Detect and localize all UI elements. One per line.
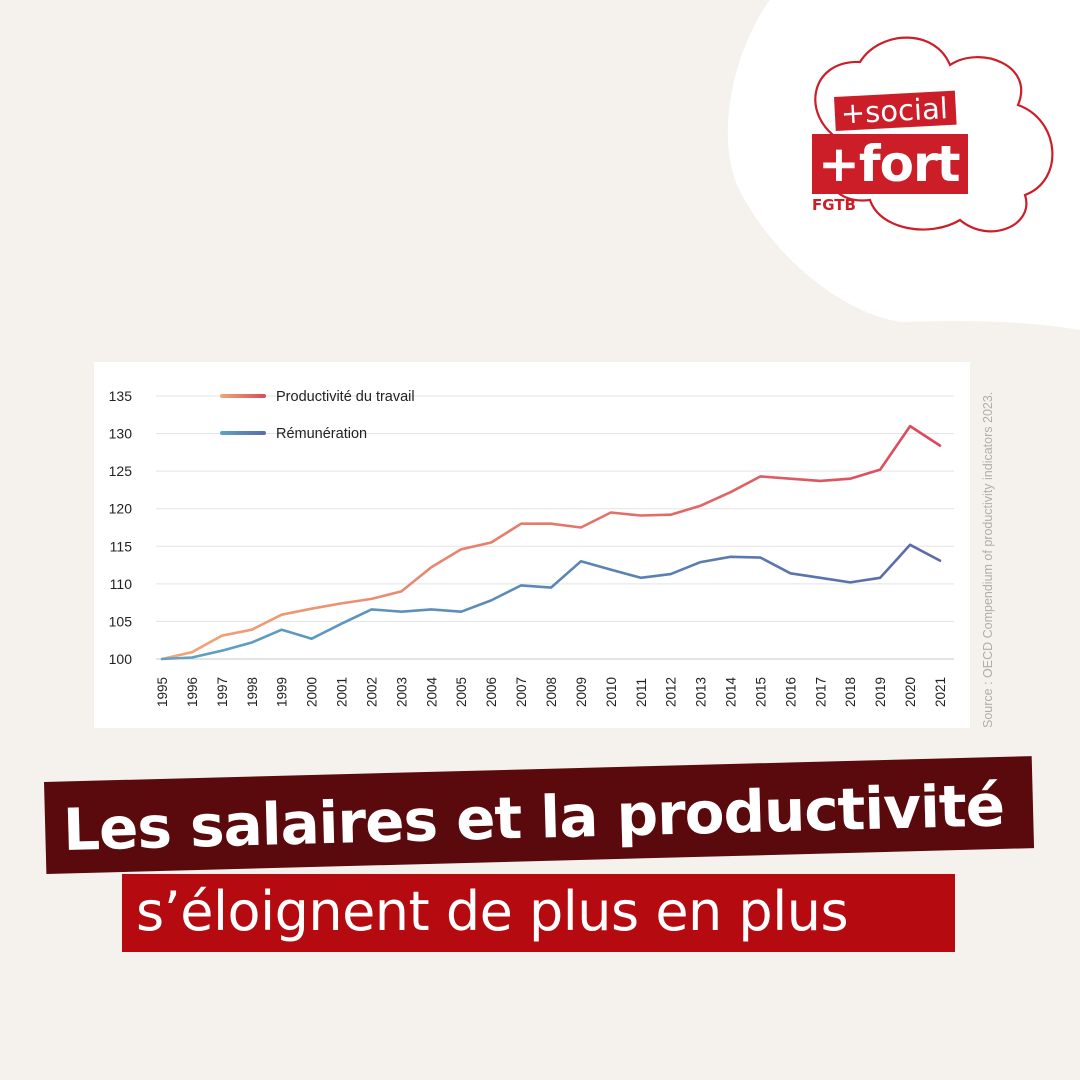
y-tick-label: 130	[109, 426, 133, 442]
x-tick-label: 2003	[394, 677, 409, 707]
legend-swatch	[220, 431, 266, 435]
y-tick-label: 120	[109, 501, 133, 517]
logo-fort-text: +fort	[812, 134, 968, 194]
x-tick-label: 2006	[484, 677, 499, 707]
x-tick-label: 2001	[335, 677, 350, 707]
series-line-remuneration	[160, 543, 942, 661]
y-tick-label: 135	[109, 388, 133, 404]
logo-social-text: +social	[834, 90, 957, 131]
x-tick-label: 1996	[185, 677, 200, 707]
x-tick-label: 2018	[843, 677, 858, 707]
y-tick-label: 115	[110, 538, 133, 554]
x-tick-label: 2010	[604, 677, 619, 707]
line-chart: 100 105 110 115 120 125 130 135 1995 1996 1997 199…	[109, 388, 954, 707]
fgtb-logo-outline	[814, 36, 1054, 233]
source-note: Source : OECD Compendium of productivity…	[981, 391, 995, 728]
x-tick-label: 1998	[245, 677, 260, 707]
x-tick-label: 2013	[694, 677, 709, 707]
legend-label: Productivité du travail	[276, 389, 415, 405]
y-tick-label: 105	[109, 613, 133, 629]
chart-card: 100 105 110 115 120 125 130 135 1995 1996 1997 199…	[94, 362, 970, 728]
x-tick-label: 2016	[783, 677, 798, 707]
x-tick-label: 1995	[155, 677, 170, 707]
y-tick-label: 125	[109, 463, 133, 479]
x-tick-label: 2012	[664, 677, 679, 707]
x-tick-label: 2008	[544, 677, 559, 707]
logo-brand-text: FGTB	[812, 196, 856, 214]
x-tick-label: 1999	[275, 677, 290, 707]
y-tick-label: 100	[109, 651, 133, 667]
x-tick-label: 2017	[813, 677, 828, 707]
series-line-productivite	[160, 424, 942, 661]
x-tick-label: 2019	[873, 677, 888, 707]
x-tick-label: 2015	[753, 677, 768, 707]
x-tick-label: 2021	[933, 677, 948, 707]
headline-banner-red	[122, 874, 955, 952]
x-tick-label: 2014	[724, 676, 739, 707]
x-tick-label: 2005	[454, 677, 469, 707]
x-tick-label: 2000	[305, 677, 320, 707]
headline-line-2: s’éloignent de plus en plus	[136, 880, 849, 943]
x-tick-label: 2020	[903, 677, 918, 707]
x-tick-label: 2009	[574, 677, 589, 707]
y-tick-label: 110	[110, 576, 133, 592]
x-tick-label: 2007	[514, 677, 529, 707]
x-tick-label: 2002	[364, 677, 379, 707]
x-tick-label: 2004	[424, 676, 439, 707]
legend-swatch	[220, 394, 266, 398]
x-tick-label: 2011	[634, 678, 649, 707]
x-tick-label: 1997	[215, 677, 230, 707]
legend-label: Rémunération	[276, 426, 367, 442]
